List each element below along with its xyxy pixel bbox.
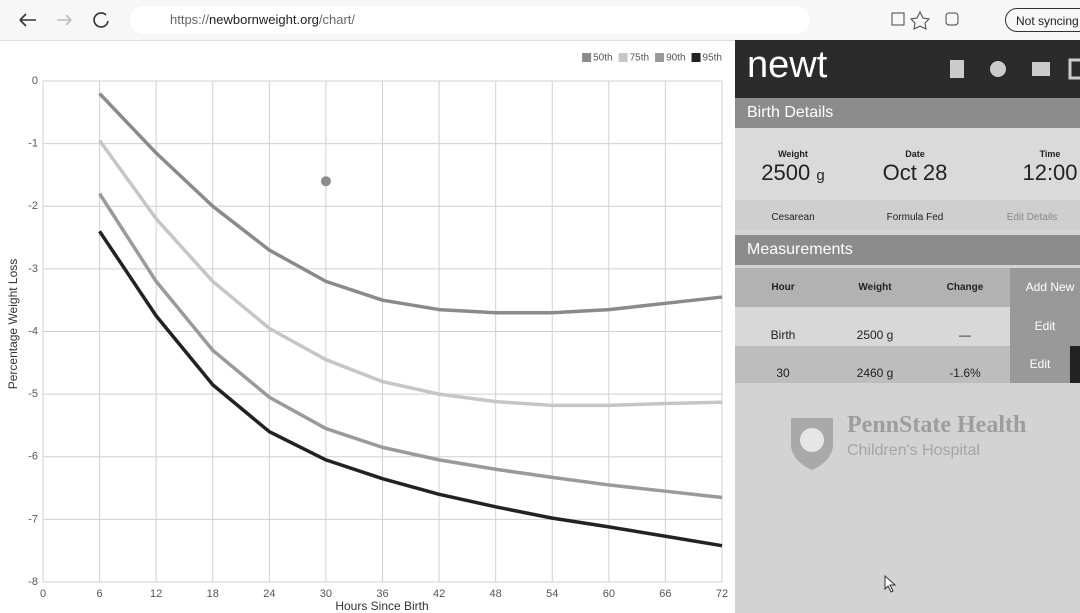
legend-label: 50th xyxy=(593,53,612,64)
x-tick-label: 36 xyxy=(376,588,388,600)
y-tick-label: -5 xyxy=(28,388,38,400)
x-tick-label: 60 xyxy=(603,588,615,600)
page: https://newbornweight.org/chart/ Not syn… xyxy=(0,0,1080,613)
y-tick-label: -4 xyxy=(28,325,38,337)
y-tick-label: -8 xyxy=(28,576,38,588)
side-panel: newt Birth Details Weight Date Time 2500… xyxy=(735,40,1080,613)
hospital-sub: Children's Hospital xyxy=(847,442,980,460)
tag: Cesarean xyxy=(738,212,848,223)
url-scheme: https:// xyxy=(170,12,209,27)
x-tick-label: 54 xyxy=(546,588,558,600)
legend-label: 90th xyxy=(666,53,685,64)
measurement-point xyxy=(321,176,331,186)
delete-button[interactable] xyxy=(1070,346,1080,383)
cursor xyxy=(883,575,897,593)
legend-label: 75th xyxy=(630,53,649,64)
x-tick-label: 18 xyxy=(207,588,219,600)
x-tick-label: 42 xyxy=(433,588,445,600)
cell: — xyxy=(920,328,1010,342)
cell: 30 xyxy=(738,366,828,380)
x-tick-label: 72 xyxy=(716,588,728,600)
tag: Formula Fed xyxy=(860,212,970,223)
x-tick-label: 30 xyxy=(320,588,332,600)
edit-button[interactable]: Edit xyxy=(1010,307,1080,346)
col-header: Weight xyxy=(830,282,920,293)
url-path: /chart/ xyxy=(319,12,355,27)
col-header: Change xyxy=(920,282,1010,293)
field-value: Oct 28 xyxy=(860,160,970,186)
cell: -1.6% xyxy=(920,366,1010,380)
col-header: Hour xyxy=(738,282,828,293)
cell: Birth xyxy=(738,328,828,342)
address-bar[interactable]: https://newbornweight.org/chart/ xyxy=(130,6,810,34)
field-label: Date xyxy=(860,149,970,159)
cell: 2500 g xyxy=(830,328,920,342)
field-value: 2500 g xyxy=(738,160,848,186)
field-value: 12:00 xyxy=(995,160,1080,186)
field-label: Time xyxy=(995,149,1080,159)
x-tick-label: 6 xyxy=(97,588,103,600)
add-new-button[interactable]: Add New xyxy=(1010,268,1080,307)
x-tick-label: 48 xyxy=(490,588,502,600)
y-tick-label: -6 xyxy=(28,451,38,463)
y-tick-label: -2 xyxy=(28,200,38,212)
legend-label: 95th xyxy=(703,53,722,64)
sync-button[interactable]: Not syncing xyxy=(1005,8,1080,32)
legend-swatch xyxy=(692,53,701,62)
hospital-name: PennState Health xyxy=(847,412,1026,439)
series-line xyxy=(100,94,722,313)
y-axis-title: Percentage Weight Loss xyxy=(6,259,20,390)
section-header[interactable]: Birth Details xyxy=(735,98,1080,128)
legend-swatch xyxy=(582,53,591,62)
logo: newt xyxy=(747,44,827,87)
hospital-shield xyxy=(787,412,837,472)
field-label: Weight xyxy=(738,149,848,159)
y-tick-label: -1 xyxy=(28,138,38,150)
legend-swatch xyxy=(655,53,664,62)
toolbar-icons[interactable] xyxy=(820,0,1000,40)
series-line xyxy=(100,194,722,498)
legend-swatch xyxy=(619,53,628,62)
edit-details[interactable]: Edit Details xyxy=(977,212,1080,223)
cell: 2460 g xyxy=(830,366,920,380)
y-tick-label: 0 xyxy=(32,75,38,87)
y-tick-label: -7 xyxy=(28,513,38,525)
x-tick-label: 0 xyxy=(40,588,46,600)
browser-toolbar: https://newbornweight.org/chart/ Not syn… xyxy=(0,0,1080,41)
header-icons[interactable] xyxy=(940,40,1080,98)
section-header[interactable]: Measurements xyxy=(735,235,1080,265)
url-host: newbornweight.org xyxy=(209,12,319,27)
weight-unit: g xyxy=(816,167,824,184)
chart: Percentage Weight Loss Hours Since Birth… xyxy=(0,40,735,613)
weight-value: 2500 xyxy=(761,160,810,185)
x-tick-label: 66 xyxy=(659,588,671,600)
x-tick-label: 24 xyxy=(263,588,275,600)
edit-button[interactable]: Edit xyxy=(1010,346,1070,383)
x-tick-label: 12 xyxy=(150,588,162,600)
nav-buttons[interactable] xyxy=(0,0,120,40)
x-axis-title: Hours Since Birth xyxy=(335,599,428,613)
series-line xyxy=(100,140,722,405)
y-tick-label: -3 xyxy=(28,263,38,275)
